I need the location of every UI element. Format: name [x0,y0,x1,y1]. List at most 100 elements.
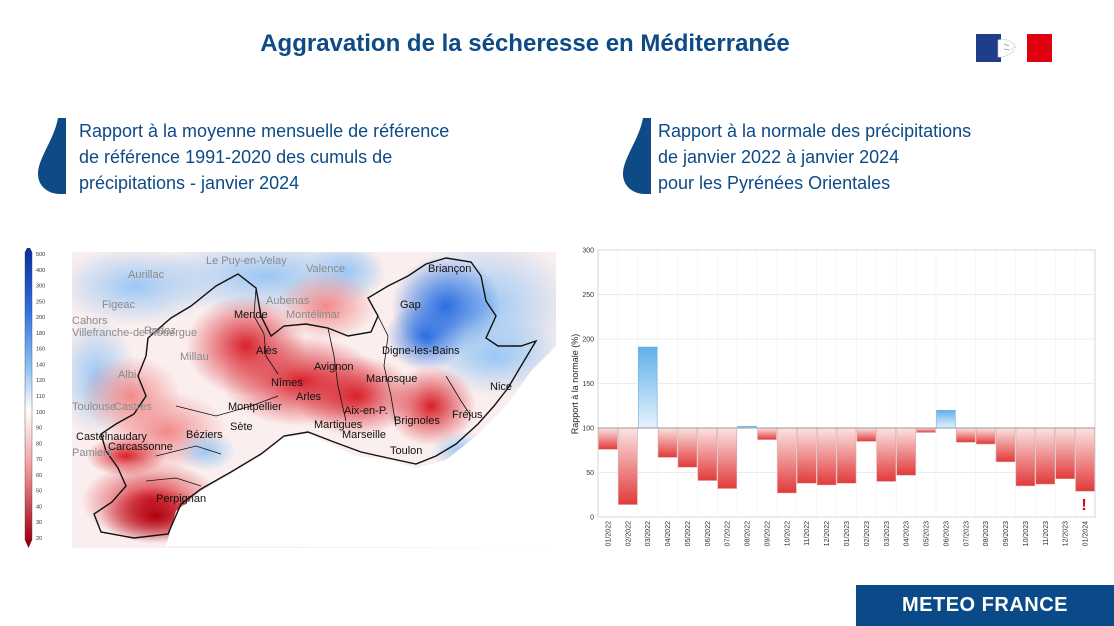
bar-06-2022 [697,427,718,481]
city-label: Pamiers [72,447,113,459]
bar-09-2023 [995,427,1016,463]
legend-tick: 110 [36,394,45,400]
city-label: Figeac [102,299,136,311]
x-tick-label: 10/2022 [784,521,791,546]
color-legend: % 500 400 300 250 200 180 160 140 120 110 100 90 80 7… [24,242,45,548]
bar-03-2023 [876,427,896,482]
city-label: Gap [400,299,421,311]
city-label: Nice [490,381,512,393]
x-tick-label: 09/2022 [764,521,771,546]
x-tick-label: 05/2023 [924,521,931,546]
bar-07-2022 [717,427,737,489]
x-tick-label: 07/2022 [725,521,732,546]
city-label: Cahors [72,315,108,327]
page-title: Aggravation de la sécheresse en Méditerr… [260,30,790,57]
x-tick-label: 06/2022 [705,521,712,546]
y-tick-label: 100 [582,426,594,433]
legend-tick: 70 [36,457,42,463]
city-label: Fréjus [452,409,483,421]
x-tick-label: 03/2022 [645,521,652,546]
x-tick-label: 05/2022 [685,521,692,546]
x-tick-label: 04/2022 [665,521,672,546]
bar-05-2022 [677,427,698,468]
y-tick-label: 50 [586,470,594,477]
city-label: Carcassonne [108,441,173,453]
city-label: Brignoles [394,415,440,427]
bar-10-2023 [1015,427,1036,487]
city-label: Martigues [314,419,363,431]
city-label: Valence [306,263,345,275]
city-label: Digne-les-Bains [382,345,460,357]
precipitation-ratio-map: % 500 400 300 250 200 180 160 140 120 110 100 90 80 7… [16,242,556,548]
bar-09-2022 [757,427,777,440]
city-label: Béziers [186,429,223,441]
city-label: Montélimar [286,309,341,321]
bar-12-2023 [1055,427,1075,479]
x-tick-label: 10/2023 [1023,521,1030,546]
x-tick-label: 04/2023 [904,521,911,546]
legend-tick: 180 [36,331,45,337]
city-label: Arles [296,391,322,403]
city-label: Avignon [314,361,354,373]
bar-02-2023 [856,427,877,442]
x-tick-label: 09/2023 [1003,521,1010,546]
legend-tick: 300 [36,284,45,290]
bar-01-2022 [598,427,618,450]
city-label: Millau [180,351,209,363]
city-label: Castelnaudary [76,431,147,443]
x-tick-label: 01/2022 [605,521,612,546]
x-tick-label: 08/2023 [983,521,990,546]
city-label: Aubenas [266,295,310,307]
alert-mark: ! [1081,497,1086,514]
bar-01-2024 [1075,427,1095,492]
city-label: Briançon [428,263,471,275]
city-label: Rodez [144,325,176,337]
map-subtitle: Rapport à la moyenne mensuelle de référe… [79,121,450,193]
water-drop-icon [38,118,66,194]
city-label: Villefranche-de-Rouergue [72,327,197,339]
legend-tick: 80 [36,441,42,447]
city-label: Aix-en-P. [344,405,388,417]
city-label: Montpellier [228,401,282,413]
x-tick-label: 11/2022 [804,521,811,546]
city-label: Perpignan [156,493,206,505]
bar-11-2022 [797,427,817,484]
x-tick-label: 02/2022 [625,521,632,546]
bar-08-2023 [975,427,996,445]
x-tick-label: 07/2023 [963,521,970,546]
y-axis-label: Rapport à la normale (%) [570,334,580,435]
legend-tick: 250 [36,299,45,305]
legend-tick: 140 [36,362,45,368]
legend-tick: 50 [36,489,42,495]
x-tick-label: 11/2023 [1043,521,1050,546]
city-label: Marseille [342,429,386,441]
legend-tick: 30 [36,520,42,526]
city-label: Albi [118,369,136,381]
bar-07-2023 [956,427,976,443]
x-tick-label: 01/2024 [1083,521,1090,546]
city-label: Sète [230,421,253,433]
meteo-france-logo: METEO FRANCE [856,585,1114,626]
bar-11-2023 [1035,427,1055,485]
region-outline [93,257,538,539]
x-tick-label: 12/2023 [1063,521,1070,546]
bar-12-2022 [816,427,837,486]
bar-10-2022 [777,427,797,494]
legend-tick: 20 [36,536,42,542]
y-tick-label: 300 [582,248,594,255]
bar-04-2022 [657,427,678,458]
x-tick-label: 06/2023 [943,521,950,546]
city-label: Toulouse [72,401,116,413]
bar-03-2022 [638,346,658,429]
legend-tick: 90 [36,426,42,432]
city-label: Mende [234,309,268,321]
republique-francaise-logo [976,34,1052,62]
legend-tick: 40 [36,504,42,510]
city-label: Castres [114,401,152,413]
x-tick-label: 08/2022 [745,521,752,546]
bar-05-2023 [916,427,936,433]
legend-tick: 120 [36,378,45,384]
bar-01-2023 [836,427,857,484]
bar-02-2022 [618,427,638,505]
legend-unit: % [26,246,32,248]
